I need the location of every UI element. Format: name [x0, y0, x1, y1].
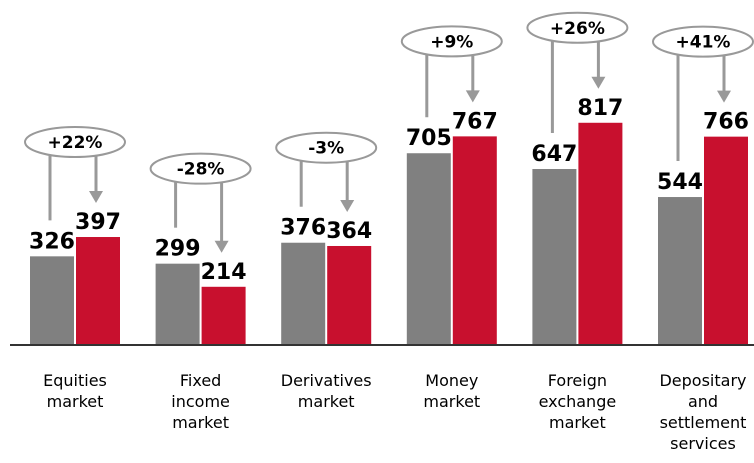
annotation: -3% [308, 139, 344, 159]
x-tick-label: Derivatives market [280, 371, 372, 411]
x-tick-label: Foreign exchange market [538, 371, 617, 432]
value-label: 299 [155, 237, 201, 262]
bar [578, 122, 623, 345]
annotation: +9% [430, 32, 473, 52]
x-tick-label: Money market [423, 371, 481, 411]
value-label: 397 [75, 210, 121, 235]
value-label: 705 [406, 126, 452, 151]
bar [201, 286, 246, 345]
value-label: 766 [703, 110, 749, 135]
bar [452, 136, 497, 345]
annotation-ellipse [275, 131, 378, 164]
annotation-ellipse [526, 11, 629, 44]
x-tick-label: Depositary and settlement services [659, 371, 747, 453]
x-tick-label: Fixed income market [171, 371, 230, 432]
arrow-head [214, 240, 229, 253]
arrow-head [717, 90, 731, 103]
value-label: 647 [531, 142, 577, 167]
annotation-ellipse [652, 25, 754, 58]
bar [406, 153, 451, 345]
value-label: 767 [452, 109, 498, 134]
arrow-head [465, 90, 480, 103]
annotation-ellipse [24, 126, 126, 159]
bar [76, 237, 120, 345]
annotation: -28% [177, 160, 225, 180]
value-label: 214 [201, 260, 247, 285]
annotation: +22% [48, 133, 103, 153]
value-label: 544 [657, 170, 703, 195]
arrow-head [591, 76, 606, 89]
bar [658, 197, 702, 345]
arrow-head [89, 191, 103, 204]
bar [30, 256, 74, 345]
arrow-head [340, 199, 355, 212]
x-tick-label: Equities market [43, 371, 107, 411]
bar [281, 242, 326, 345]
bar [532, 169, 577, 345]
annotation: +26% [550, 19, 605, 39]
annotation: +41% [676, 33, 731, 53]
bar [327, 245, 372, 345]
annotation-ellipse [400, 25, 503, 58]
value-label: 376 [280, 216, 326, 241]
value-label: 364 [326, 219, 372, 244]
value-label: 817 [577, 96, 623, 121]
value-label: 326 [29, 229, 75, 254]
bar [155, 263, 200, 345]
bar [704, 136, 748, 345]
annotation-ellipse [149, 152, 252, 185]
